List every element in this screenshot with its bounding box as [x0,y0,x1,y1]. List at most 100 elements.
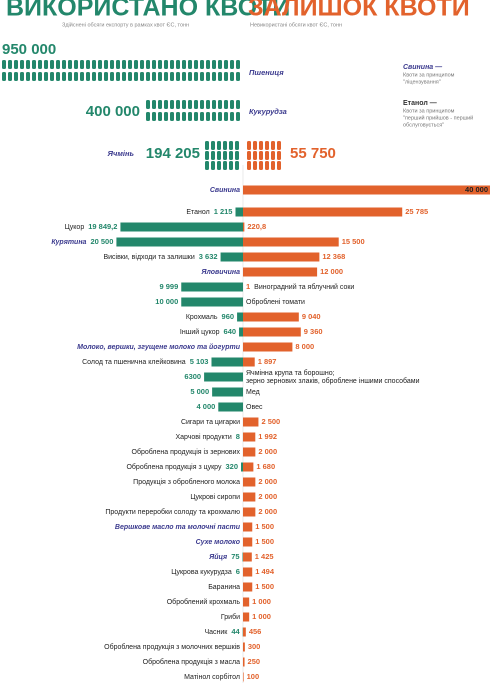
bar-used [204,372,243,382]
pictogram [128,72,132,81]
bar-remaining [243,447,256,457]
pictogram [80,72,84,81]
category-label: Продукти переробки солоду та крохмалю [105,508,240,516]
pictogram [134,72,138,81]
pictogram [170,100,174,109]
value-label-used: 75 [231,552,239,561]
bar-used [218,402,243,412]
pictogram [98,72,102,81]
value-label-used: 19 849,2 [88,222,117,231]
bar-used [120,222,243,232]
pictogram [236,100,240,109]
bar-used [235,207,243,217]
value-label-remaining: 1 425 [255,552,274,561]
pictogram [200,112,204,121]
value-label-remaining: 1 000 [252,597,271,606]
bar-remaining [243,642,245,652]
pictogram [116,60,120,69]
bar-remaining [243,612,250,622]
pictogram [205,161,209,170]
used-title: ВИКОРИСТАНО КВОТИ [6,0,290,22]
pictogram [44,60,48,69]
bar-remaining [243,207,403,217]
bar-remaining [243,567,253,577]
pictogram [158,112,162,121]
bar-remaining [243,597,250,607]
pictogram [230,112,234,121]
pictogram [218,60,222,69]
value-label-remaining: 2 000 [258,507,277,516]
grain-value: 55 750 [290,145,336,162]
pictogram [74,60,78,69]
value-label-remaining: 1 897 [258,357,277,366]
pictogram [205,141,209,150]
value-label-used: 10 000 [155,297,178,306]
value-label-remaining: 12 000 [320,267,343,276]
category-label: Молоко, вершки, згущене молоко та йогурт… [77,343,241,351]
category-label: Оброблена продукція із зернових [132,448,241,456]
value-label-remaining: 456 [249,627,262,636]
pictogram [206,60,210,69]
pictogram [182,60,186,69]
legend-text: "ліцензування" [403,79,441,85]
bar-remaining [243,327,301,337]
value-label-remaining: 8 000 [295,342,314,351]
pictogram [140,72,144,81]
legend-text: Квоти за принципом [403,108,455,114]
category-label: Яйця [208,553,227,561]
bar-remaining [243,185,490,195]
bar-used [237,312,243,322]
pictogram-group [146,100,240,121]
pictogram [211,141,215,150]
pictogram [8,72,12,81]
pictogram [170,60,174,69]
pictogram [128,60,132,69]
pictogram [2,72,6,81]
category-label: Солод та пшенична клейковина [82,358,186,366]
grain-label: Кукурудза [249,107,287,116]
category-label: Ячмінна крупа та борошно; [246,369,335,377]
pictogram [206,72,210,81]
bar-remaining [243,537,253,547]
pictogram [32,60,36,69]
value-label-used: 960 [222,312,235,321]
pictogram [74,72,78,81]
category-label: Сухе молоко [196,539,241,546]
category-label: Мед [246,389,260,396]
category-label: Висівки, відходи та залишки [103,253,194,261]
bar-used [181,297,243,307]
grain-value: 950 000 [2,41,56,58]
category-label: Цукрова кукурудза [171,569,232,576]
value-label-used: 1 215 [214,207,233,216]
pictogram [217,161,221,170]
pictogram [98,60,102,69]
pictogram [217,151,221,160]
bar-remaining [243,417,259,427]
pictogram [253,161,257,170]
bar-remaining [243,477,256,487]
value-label-remaining: 25 785 [405,207,428,216]
value-label-remaining: 1 500 [255,522,274,531]
pictogram [212,100,216,109]
pictogram [194,100,198,109]
bar-used [212,387,243,397]
pictogram [236,60,240,69]
pictogram [229,151,233,160]
pictogram [218,112,222,121]
pictogram [158,72,162,81]
pictogram [2,60,6,69]
value-label-used: 640 [224,327,237,336]
category-label: Інший цукор [180,328,220,336]
pictogram [230,60,234,69]
pictogram [158,100,162,109]
bar-used [220,252,243,262]
pictogram [50,60,54,69]
category-label: Оброблений крохмаль [167,598,241,606]
pictogram-group [205,141,239,170]
bar-used [211,357,243,367]
pictogram [206,100,210,109]
value-label-remaining: 1 680 [256,462,275,471]
pictogram [224,100,228,109]
bar-remaining [243,657,245,667]
bar-remaining [243,432,256,442]
